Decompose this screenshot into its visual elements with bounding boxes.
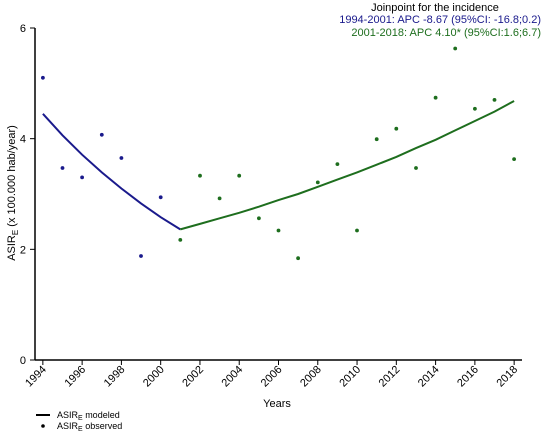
y-tick-label: 6 xyxy=(20,23,26,35)
observed-point-1994 xyxy=(41,75,45,80)
observed-point-2012 xyxy=(394,126,399,131)
y-tick-label: 2 xyxy=(20,244,26,256)
observed-point-2003 xyxy=(217,196,222,201)
x-axis-label: Years xyxy=(263,398,291,410)
x-tick-label: 2010 xyxy=(337,364,363,390)
observed-point-2014 xyxy=(433,95,438,100)
x-tick-label: 2004 xyxy=(220,364,246,390)
observed-point-2016 xyxy=(473,106,477,111)
x-tick-label: 2006 xyxy=(259,364,285,390)
x-tick-label: 1998 xyxy=(102,364,128,390)
observed-point-1997 xyxy=(99,132,104,137)
x-tick-label: 2018 xyxy=(494,364,520,390)
y-tick-label: 0 xyxy=(20,355,26,367)
modeled-line-period-1 xyxy=(42,113,181,231)
x-tick-label: 1996 xyxy=(62,364,88,390)
annotation-period1: 1994-2001: APC -8.67 (95%CI: -16.8;0.2) xyxy=(339,14,541,26)
y-tick-label: 4 xyxy=(20,134,26,146)
observed-point-2009 xyxy=(335,162,340,167)
x-tick-label: 1994 xyxy=(23,364,49,390)
x-tick-label: 2016 xyxy=(455,364,481,390)
annotation-period2: 2001-2018: APC 4.10* (95%CI:1.6;6.7) xyxy=(351,27,541,39)
observed-point-2000 xyxy=(158,195,163,200)
observed-point-2013 xyxy=(414,166,418,170)
observed-point-2004 xyxy=(237,173,242,178)
observed-point-2002 xyxy=(198,173,202,178)
legend-modeled-label: ASIRE modeled xyxy=(57,410,120,422)
observed-point-2005 xyxy=(257,216,261,221)
y-axis-label: ASIRE (x 100.000 hab/year) xyxy=(6,125,20,261)
annotation-title: Joinpoint for the incidence xyxy=(371,2,499,14)
x-tick-label: 2000 xyxy=(141,364,167,390)
x-tick-label: 2002 xyxy=(180,364,206,390)
observed-point-2011 xyxy=(374,137,379,142)
chart-marks xyxy=(41,46,516,261)
observed-point-1999 xyxy=(139,254,143,258)
observed-point-2001 xyxy=(178,238,183,242)
x-tick-label: 2008 xyxy=(298,364,324,390)
observed-point-2015 xyxy=(453,46,458,51)
observed-point-2006 xyxy=(276,228,281,233)
observed-point-1996 xyxy=(80,175,84,180)
observed-point-2010 xyxy=(355,228,359,233)
legend-dot-symbol xyxy=(41,424,45,428)
observed-point-2008 xyxy=(315,180,320,185)
observed-point-2007 xyxy=(296,256,300,261)
legend: ASIRE modeled ASIRE observed xyxy=(36,410,122,433)
axes: 0 2 4 6 1994 1996 1998 2000 2002 2004 2006 2008 2010… xyxy=(20,23,522,389)
observed-point-2018 xyxy=(512,157,516,162)
x-tick-label: 2012 xyxy=(377,364,403,390)
observed-point-2017 xyxy=(492,98,497,102)
observed-point-1995 xyxy=(60,166,65,170)
modeled-line-period-2 xyxy=(180,100,515,231)
legend-observed-label: ASIRE observed xyxy=(57,421,122,433)
observed-point-1998 xyxy=(119,156,124,160)
x-tick-label: 2014 xyxy=(416,364,442,390)
